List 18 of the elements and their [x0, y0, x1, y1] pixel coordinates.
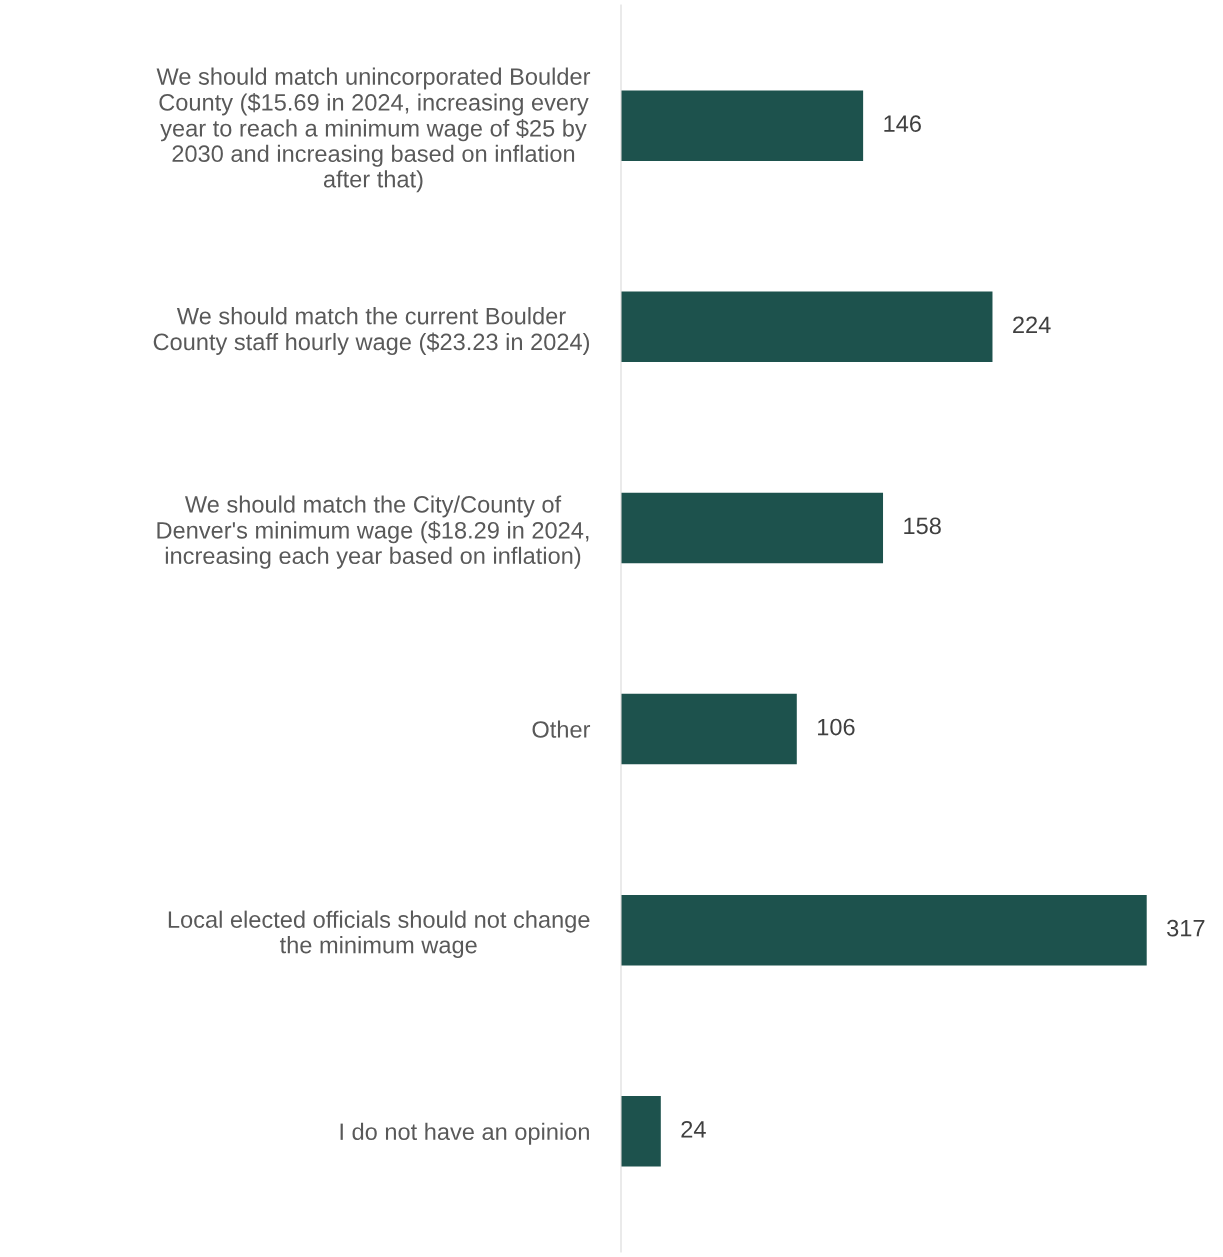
- bar: [621, 693, 797, 765]
- y-tick-label: Other: [532, 720, 591, 738]
- bar: [621, 894, 1147, 966]
- data-label: 158: [904, 517, 941, 535]
- bar: [621, 90, 864, 161]
- y-tick-label: We should match the City/County of Denver's minimum wage ($18.29 in 2024, increasing each year based on inflation): [157, 495, 589, 569]
- y-tick-label: We should match the current Boulder County staff hourly wage ($23.23 in 2024): [153, 307, 590, 355]
- y-tick-label: Local elected officials should not change the minimum wage: [168, 910, 590, 959]
- data-label: 106: [818, 718, 855, 736]
- bar: [621, 1096, 661, 1167]
- y-tick-label: We should match unincorporated Boulder County ($15.69 in 2024, increasing every year to reach a minimum wage of $25 by 2030 and increasing based on inflation after that): [156, 67, 591, 193]
- bar: [621, 291, 993, 363]
- data-label: 146: [884, 115, 921, 133]
- data-label: 317: [1167, 919, 1205, 937]
- data-label: 24: [681, 1120, 706, 1138]
- y-tick-label: I do not have an opinion: [340, 1122, 589, 1145]
- data-label: 224: [1013, 316, 1051, 333]
- bar: [621, 492, 884, 564]
